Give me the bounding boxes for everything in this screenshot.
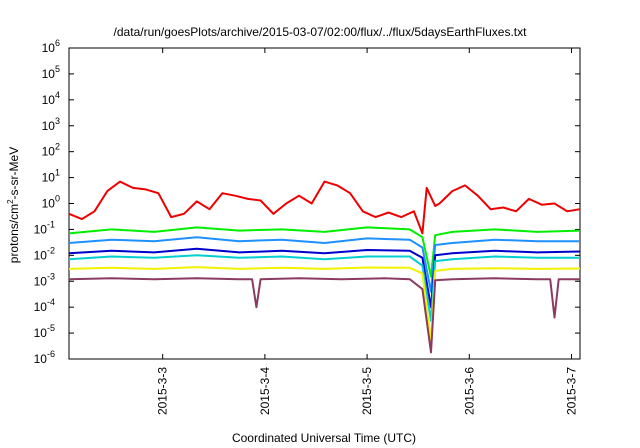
- y-tick-label-exponent: 5: [55, 64, 60, 74]
- y-tick-label-base: 10: [42, 93, 56, 107]
- y-tick-label: 100: [42, 194, 60, 211]
- y-tick-label: 102: [42, 142, 60, 159]
- y-tick-label-base: 10: [42, 171, 56, 185]
- y-tick-label-exponent: 1: [55, 168, 60, 178]
- y-axis-label-sup: 2: [6, 199, 15, 204]
- x-tick-label: 2015-3-3: [156, 367, 170, 415]
- y-tick-label-exponent: -2: [47, 245, 55, 255]
- y-tick-label: 104: [42, 90, 60, 107]
- y-tick-label-exponent: -6: [47, 349, 55, 359]
- y-tick-label-base: 10: [42, 119, 56, 133]
- series-line-4: [68, 247, 581, 309]
- y-tick-label: 101: [42, 168, 60, 185]
- y-tick-label-base: 10: [34, 222, 48, 236]
- y-tick-label-exponent: 6: [55, 38, 60, 48]
- y-tick-label-exponent: -3: [47, 271, 55, 281]
- y-tick-label: 10-4: [34, 297, 55, 314]
- series-lines: [68, 180, 581, 354]
- y-tick-label: 10-3: [34, 271, 55, 288]
- chart-title: /data/run/goesPlots/archive/2015-03-07/0…: [114, 25, 528, 39]
- series-line-2: [68, 226, 581, 278]
- x-tick-label: 2015-3-5: [360, 367, 374, 415]
- plot-frame: [68, 47, 581, 360]
- y-axis-label: protons/cm2-s-sr-MeV: [6, 147, 21, 263]
- y-axis: 10-610-510-410-310-210-11001011021031041…: [34, 38, 580, 366]
- y-tick-label-base: 10: [34, 300, 48, 314]
- y-tick-label-base: 10: [34, 326, 48, 340]
- x-axis: 2015-3-3 2015-3-4 2015-3-5 2015-3-6 2015-3-7: [156, 48, 578, 415]
- x-tick-label: 2015-3-6: [462, 367, 476, 415]
- y-tick-label: 10-5: [34, 323, 55, 340]
- y-axis-label-base: protons/cm: [7, 204, 21, 263]
- series-line-3: [68, 236, 580, 293]
- y-tick-label: 10-2: [34, 245, 55, 262]
- x-tick-label: 2015-3-7: [564, 367, 578, 415]
- y-tick-label-exponent: 4: [55, 90, 60, 100]
- y-tick-label-exponent: 0: [55, 194, 60, 204]
- y-tick-label: 103: [42, 116, 60, 133]
- y-tick-label-base: 10: [34, 274, 48, 288]
- series-line-1: [68, 180, 581, 235]
- y-tick-label-exponent: -4: [47, 297, 55, 307]
- y-axis-label-rest: -s-sr-MeV: [7, 147, 21, 200]
- y-tick-label: 10-6: [34, 349, 55, 366]
- x-axis-label: Coordinated Universal Time (UTC): [232, 431, 416, 445]
- y-tick-label: 106: [42, 38, 60, 55]
- x-tick-label: 2015-3-4: [258, 367, 272, 415]
- series-line-6: [68, 266, 581, 342]
- y-tick-label: 105: [42, 64, 60, 81]
- y-tick-label-exponent: 2: [55, 142, 60, 152]
- y-tick-label-base: 10: [34, 352, 48, 366]
- series-line-7: [68, 277, 580, 354]
- y-tick-label-base: 10: [42, 41, 56, 55]
- y-tick-label-base: 10: [42, 197, 56, 211]
- y-tick-label: 10-1: [34, 219, 55, 236]
- y-tick-label-base: 10: [42, 145, 56, 159]
- series-line-5: [68, 254, 580, 322]
- y-tick-label-base: 10: [42, 67, 56, 81]
- y-tick-label-exponent: 3: [55, 116, 60, 126]
- y-tick-label-base: 10: [34, 248, 48, 262]
- y-tick-label-exponent: -1: [47, 219, 55, 229]
- y-tick-label-exponent: -5: [47, 323, 55, 333]
